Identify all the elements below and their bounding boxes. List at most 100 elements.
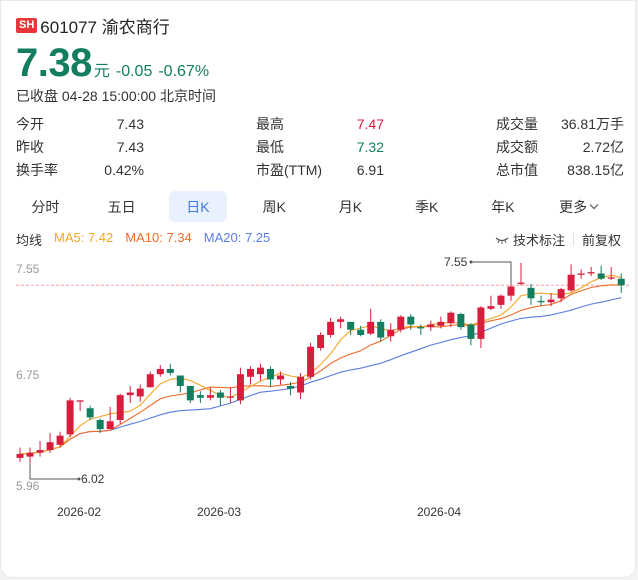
- tab-年K[interactable]: 年K: [474, 191, 533, 222]
- candle: [76, 400, 84, 411]
- tab-label: 月K: [338, 198, 363, 215]
- tab-周K[interactable]: 周K: [245, 191, 304, 222]
- tech-annotation-toggle[interactable]: 技术标注: [495, 230, 565, 249]
- candle: [317, 332, 325, 351]
- candle: [256, 363, 264, 381]
- stat-value: 2.72亿: [582, 138, 624, 155]
- candle: [587, 266, 595, 277]
- tab-分时[interactable]: 分时: [16, 191, 75, 222]
- candle: [66, 397, 74, 437]
- stat-label: 总市值: [496, 161, 538, 178]
- stats-col-1: 今开 7.43 昨收 7.43 换手率 0.42%: [16, 112, 144, 181]
- stat-row: 最高 7.47: [256, 112, 384, 135]
- candle: [16, 447, 24, 462]
- stat-label: 最高: [256, 115, 284, 132]
- candle: [86, 405, 94, 420]
- stat-label: 昨收: [16, 138, 44, 155]
- y-tick-label: 6.75: [16, 368, 40, 382]
- max-price-pointer: [471, 261, 512, 284]
- stat-row: 今开 7.43: [16, 112, 144, 135]
- stat-label: 成交额: [496, 138, 538, 155]
- ma10-value: MA10: 7.34: [125, 230, 192, 245]
- chart-tools: 技术标注 前复权: [495, 230, 621, 249]
- ma-legend: 均线 MA5: 7.42 MA10: 7.34 MA20: 7.25: [16, 230, 270, 249]
- candle: [447, 311, 455, 328]
- stat-label: 换手率: [16, 161, 58, 178]
- candle: [196, 391, 204, 403]
- candle: [537, 295, 545, 307]
- stat-value: 838.15亿: [567, 161, 624, 178]
- tab-label: 季K: [414, 198, 439, 215]
- kline-chart[interactable]: 7.55 6.75 5.96 7.55 6.02 2026-02 2026-03 2026-0…: [1, 251, 637, 531]
- candle: [216, 389, 224, 406]
- candle: [527, 283, 535, 305]
- stat-value: 0.42%: [104, 161, 144, 178]
- stat-label: 市盈(TTM): [256, 161, 323, 178]
- candle: [377, 319, 385, 342]
- ma20-line: [19, 297, 622, 455]
- candle: [477, 306, 485, 349]
- price-change-pct: -0.67%: [158, 63, 210, 80]
- stats-col-3: 成交量 36.81万手成交额 2.72亿总市值 838.15亿: [496, 112, 624, 181]
- candle: [367, 308, 375, 335]
- tab-月K[interactable]: 月K: [321, 191, 380, 222]
- candle: [357, 325, 365, 337]
- tab-label: 更多: [559, 198, 588, 215]
- candle: [126, 385, 134, 403]
- candle: [617, 273, 625, 294]
- tab-label: 分时: [31, 198, 60, 215]
- tab-label: 五日: [107, 198, 136, 215]
- tab-更多[interactable]: 更多: [550, 191, 609, 222]
- stats-col-2: 最高 7.47 最低 7.32 市盈(TTM) 6.91: [256, 112, 384, 181]
- candle: [417, 324, 425, 335]
- x-tick-label: 2026-03: [197, 505, 241, 519]
- candle: [26, 447, 34, 464]
- candle: [597, 265, 605, 281]
- candle: [106, 406, 114, 430]
- candle: [236, 367, 244, 405]
- min-price-label: 6.02: [81, 472, 105, 486]
- candle: [557, 287, 565, 303]
- candle: [387, 323, 395, 342]
- candle: [146, 371, 154, 388]
- price-row: 7.38 元 -0.05 -0.67%: [16, 41, 209, 86]
- candle: [267, 366, 274, 388]
- stat-value: 7.47: [356, 115, 384, 132]
- stat-row: 最低 7.32: [256, 135, 384, 158]
- candle: [437, 316, 445, 329]
- ma20-value: MA20: 7.25: [203, 230, 271, 245]
- candle: [547, 293, 555, 307]
- tab-五日[interactable]: 五日: [92, 191, 151, 222]
- ma10-line: [19, 284, 622, 455]
- x-tick-label: 2026-02: [57, 505, 101, 519]
- candle: [166, 363, 174, 376]
- candle: [116, 393, 124, 424]
- stat-value: 36.81万手: [560, 115, 624, 132]
- tab-日K[interactable]: 日K: [168, 191, 228, 222]
- candle: [567, 264, 575, 292]
- candle: [96, 418, 104, 434]
- stat-row: 成交量 36.81万手: [496, 112, 624, 135]
- max-price-label: 7.55: [444, 255, 468, 269]
- candle: [467, 323, 475, 346]
- tab-季K[interactable]: 季K: [397, 191, 456, 222]
- stat-row: 市盈(TTM) 6.91: [256, 158, 384, 181]
- tech-annotation-label: 技术标注: [512, 233, 565, 248]
- market-status: 已收盘 04-28 15:00:00 北京时间: [16, 88, 216, 104]
- candle: [577, 269, 585, 279]
- candle: [347, 321, 355, 335]
- candle: [607, 266, 615, 281]
- period-tabs: 分时 五日 日K 周K 月K 季K 年K 更多: [16, 191, 626, 223]
- stat-value: 6.91: [356, 161, 384, 178]
- candle: [307, 342, 315, 380]
- price-change: -0.05: [115, 63, 153, 80]
- candle: [287, 382, 295, 396]
- candle: [487, 295, 495, 311]
- tab-label: 周K: [262, 198, 286, 215]
- adjust-mode-button[interactable]: 前复权: [581, 233, 621, 248]
- price-unit: 元: [93, 63, 110, 80]
- min-price-pointer: [29, 463, 79, 480]
- candle: [327, 317, 335, 338]
- candle: [56, 431, 64, 448]
